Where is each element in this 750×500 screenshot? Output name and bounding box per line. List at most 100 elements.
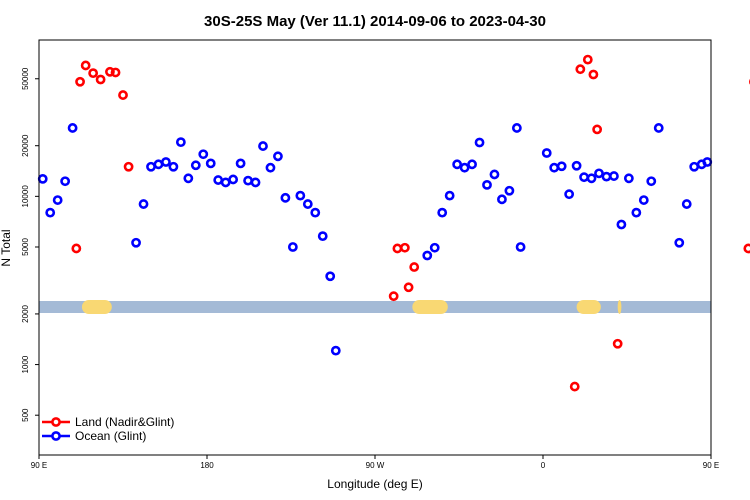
series-ocean-glint: [37, 123, 713, 356]
data-point: [250, 177, 261, 188]
data-point: [616, 219, 627, 230]
data-point: [575, 64, 586, 75]
data-point: [689, 161, 700, 172]
data-point: [243, 175, 253, 186]
data-point: [674, 237, 685, 248]
data-point: [131, 237, 141, 248]
data-point: [556, 161, 567, 172]
y-tick-label: 1000: [21, 355, 30, 373]
data-point: [437, 207, 448, 218]
data-point: [198, 149, 209, 160]
data-point: [504, 185, 515, 196]
data-point: [612, 338, 623, 349]
data-point: [549, 162, 560, 173]
data-point: [325, 271, 336, 282]
data-point: [515, 242, 526, 252]
data-point: [467, 159, 477, 170]
data-point: [190, 160, 201, 171]
data-point: [310, 207, 321, 218]
data-point: [422, 250, 433, 261]
data-point: [183, 173, 194, 184]
land-segment: [81, 300, 112, 314]
data-point: [631, 207, 642, 218]
y-tick-label: 10000: [21, 185, 30, 208]
data-point: [110, 67, 121, 78]
data-point: [71, 243, 82, 254]
data-point: [105, 66, 115, 77]
data-point: [579, 172, 589, 183]
data-point: [118, 90, 128, 100]
data-point: [646, 176, 657, 187]
x-tick-label: 0: [541, 461, 546, 470]
legend-label: Land (Nadir&Glint): [75, 415, 174, 429]
data-point: [638, 195, 649, 205]
data-point: [681, 199, 692, 209]
land-segment: [576, 300, 601, 314]
data-point: [95, 74, 106, 85]
data-point: [586, 173, 597, 184]
data-point: [511, 123, 522, 133]
data-point: [571, 160, 582, 171]
data-point: [653, 123, 664, 133]
x-tick-label: 90 E: [703, 461, 719, 470]
legend: Land (Nadir&Glint)Ocean (Glint): [42, 415, 174, 443]
data-point: [88, 68, 99, 79]
data-point: [541, 148, 552, 158]
data-point: [123, 161, 134, 172]
y-axis-label: N Total: [0, 229, 13, 266]
data-point: [280, 192, 291, 203]
data-point: [388, 291, 399, 302]
y-tick-label: 5000: [21, 238, 30, 256]
data-point: [287, 242, 298, 252]
data-point: [403, 282, 414, 293]
data-point: [161, 157, 171, 167]
data-point: [429, 242, 440, 253]
land-segment: [412, 300, 448, 314]
data-point: [213, 175, 224, 185]
ocean-band: [39, 301, 711, 313]
data-point: [489, 169, 500, 180]
data-point: [497, 194, 507, 205]
data-point: [205, 158, 216, 169]
data-point: [317, 231, 328, 242]
legend-label: Ocean (Glint): [75, 429, 146, 443]
data-point: [80, 60, 91, 71]
x-tick-label: 180: [200, 461, 214, 470]
data-point: [138, 199, 149, 209]
legend-marker: [51, 431, 61, 441]
legend-marker: [51, 417, 61, 427]
data-point: [743, 243, 750, 254]
data-point: [609, 171, 619, 181]
land-ocean-band: [39, 300, 711, 314]
data-point: [564, 189, 575, 200]
data-point: [258, 141, 268, 151]
data-point: [474, 137, 485, 148]
data-point: [295, 190, 306, 201]
data-point: [459, 162, 470, 173]
data-point: [601, 171, 612, 182]
data-point: [265, 162, 276, 173]
x-axis-label: Longitude (deg E): [327, 477, 422, 491]
x-tick-label: 90 W: [366, 461, 385, 470]
land-segment: [617, 300, 622, 314]
data-point: [330, 345, 341, 356]
data-point: [302, 199, 313, 209]
data-point: [582, 54, 593, 65]
data-point: [452, 159, 463, 170]
data-point: [399, 242, 410, 253]
data-point: [444, 190, 455, 201]
data-point: [60, 176, 71, 187]
x-tick-label: 90 E: [31, 461, 47, 470]
data-point: [228, 174, 239, 185]
data-point: [175, 137, 186, 148]
data-point: [273, 151, 283, 162]
data-point: [392, 243, 403, 254]
data-point: [482, 179, 492, 190]
data-point: [588, 69, 599, 80]
data-point: [67, 123, 78, 133]
y-tick-label: 50000: [21, 67, 30, 90]
plot-frame: [38, 39, 712, 456]
data-point: [409, 262, 420, 272]
data-point: [220, 177, 231, 188]
